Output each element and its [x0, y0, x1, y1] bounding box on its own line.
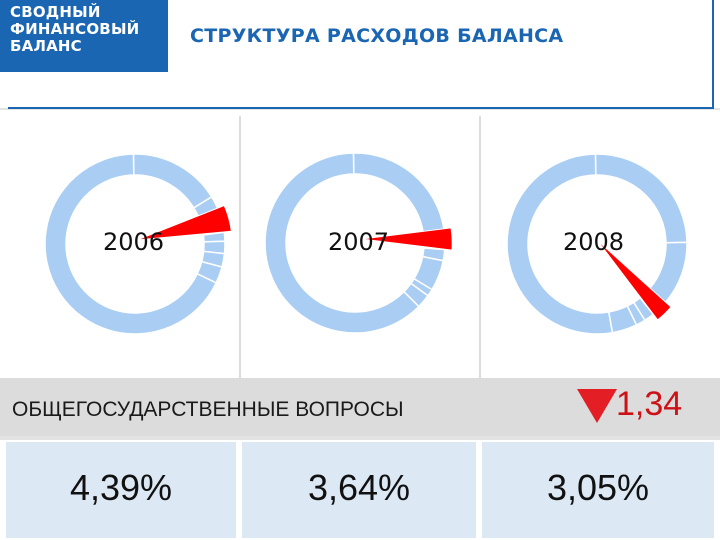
category-label: ОБЩЕГОСУДАРСТВЕННЫЕ ВОПРОСЫ [12, 398, 404, 421]
header-side-rule [712, 0, 714, 108]
chart-year-label: 2008 [563, 228, 624, 256]
donut-segment [352, 152, 445, 234]
down-arrow-icon [577, 389, 617, 423]
highlight-slice [361, 227, 453, 251]
value-2006: 4,39% [6, 442, 236, 538]
page-title: СТРУКТУРА РАСХОДОВ БАЛАНСА [190, 25, 564, 47]
panel-divider [239, 116, 241, 378]
change-value: 1,34 [616, 385, 683, 423]
brand-line-2: ФИНАНСОВЫЙ [10, 20, 140, 38]
brand-line-1: СВОДНЫЙ [10, 3, 101, 21]
chart-year-label: 2006 [103, 228, 164, 256]
value-2008: 3,05% [482, 442, 714, 538]
header-rule [8, 107, 714, 109]
chart-year-label: 2007 [328, 228, 389, 256]
highlight-slice [596, 239, 672, 321]
donut-segment [132, 153, 213, 209]
brand-block: СВОДНЫЙ ФИНАНСОВЫЙ БАЛАНС [0, 0, 168, 72]
value-2007: 3,64% [242, 442, 476, 538]
donut-segment [506, 153, 614, 335]
brand-line-3: БАЛАНС [10, 37, 82, 55]
highlight-slice [136, 204, 232, 241]
donut-charts: 2006 2007 2008 [44, 152, 688, 335]
panel-divider [479, 116, 481, 378]
donut-segment [264, 152, 420, 334]
header: СВОДНЫЙ ФИНАНСОВЫЙ БАЛАНС СТРУКТУРА РАСХ… [0, 0, 720, 108]
donut-charts-area: 2006 2007 2008 [0, 110, 720, 378]
donut-segment [44, 153, 218, 335]
values-row: 4,39% 3,64% 3,05% [0, 440, 720, 540]
